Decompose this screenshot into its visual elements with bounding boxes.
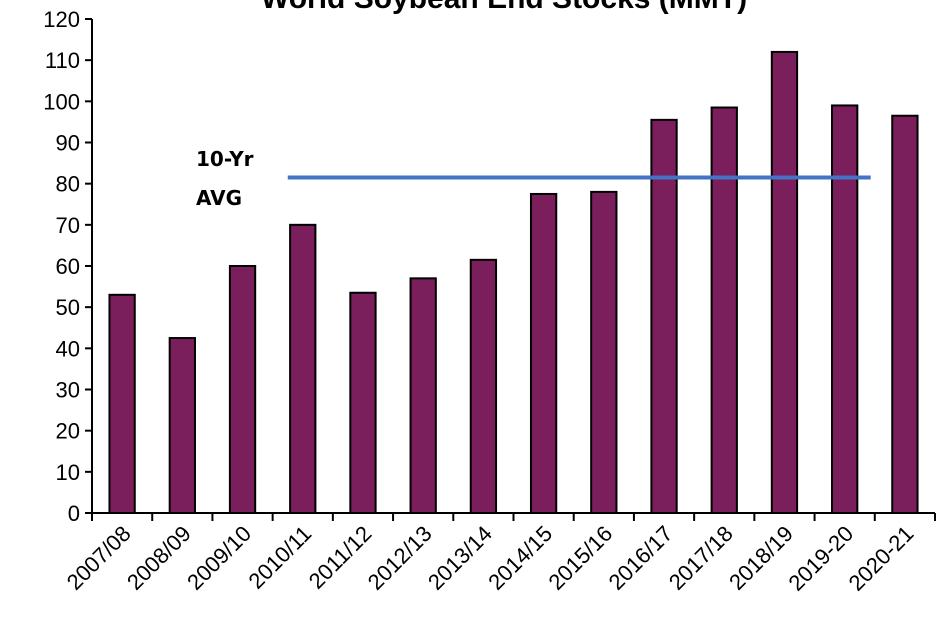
bar-2011-12 (349, 291, 377, 514)
y-tick-label: 40 (56, 336, 80, 361)
bar-2007-08 (108, 293, 136, 515)
y-tick-label: 0 (68, 501, 80, 526)
bar-2013-14 (469, 258, 498, 515)
y-tick-label: 50 (56, 295, 80, 320)
x-tick-label: 2012/13 (363, 521, 437, 595)
x-tick-label: 2009/10 (182, 521, 256, 595)
bar-2020-21 (891, 114, 919, 514)
y-ticks-group: 0 10 20 30 40 50 60 70 80 90 100 110 120 (43, 7, 92, 526)
y-tick-label: 120 (43, 7, 80, 32)
avg-label-line2: AVG (196, 186, 242, 210)
x-tick-label: 2013/14 (423, 521, 497, 595)
x-tick-label: 2017/18 (664, 521, 738, 595)
x-tick-label: 2018/19 (724, 521, 798, 595)
x-tick-label: 2016/17 (604, 521, 678, 595)
y-tick-label: 20 (56, 419, 80, 444)
x-tick-label: 2019-20 (783, 521, 858, 596)
y-tick-label: 70 (56, 213, 80, 238)
bar-2012-13 (409, 277, 437, 514)
bar-2017-18 (710, 106, 738, 514)
y-tick-label: 60 (56, 254, 80, 279)
y-tick-label: 30 (56, 378, 80, 403)
x-tick-label: 2008/09 (122, 521, 196, 595)
y-tick-label: 90 (56, 131, 80, 156)
bar-2009-10 (228, 265, 257, 514)
bar-2014-15 (529, 192, 558, 514)
bar-2008-09 (168, 337, 196, 514)
x-ticks-group: 2007/082008/092009/102010/112011/122012/… (62, 513, 936, 596)
y-tick-label: 100 (43, 89, 80, 114)
bar-2015-16 (590, 190, 618, 514)
y-tick-label: 110 (45, 48, 80, 73)
x-tick-label: 2010/11 (244, 521, 317, 594)
y-tick-label: 10 (56, 460, 80, 485)
x-tick-label: 2015/16 (543, 521, 617, 595)
bar-2010-11 (289, 223, 317, 514)
avg-label-line1: 10-Yr (196, 147, 254, 171)
bars-group (108, 50, 919, 515)
x-tick-label: 2020-21 (844, 521, 919, 596)
x-tick-label: 2007/08 (62, 521, 136, 595)
y-tick-label: 80 (56, 172, 80, 197)
x-tick-label: 2014/15 (483, 521, 557, 595)
chart-title: World Soybean End Stocks (MMT) (261, 0, 747, 15)
bar-2018-19 (770, 50, 799, 515)
x-tick-label: 2011/12 (304, 521, 377, 594)
bar-2019-20 (831, 104, 859, 514)
